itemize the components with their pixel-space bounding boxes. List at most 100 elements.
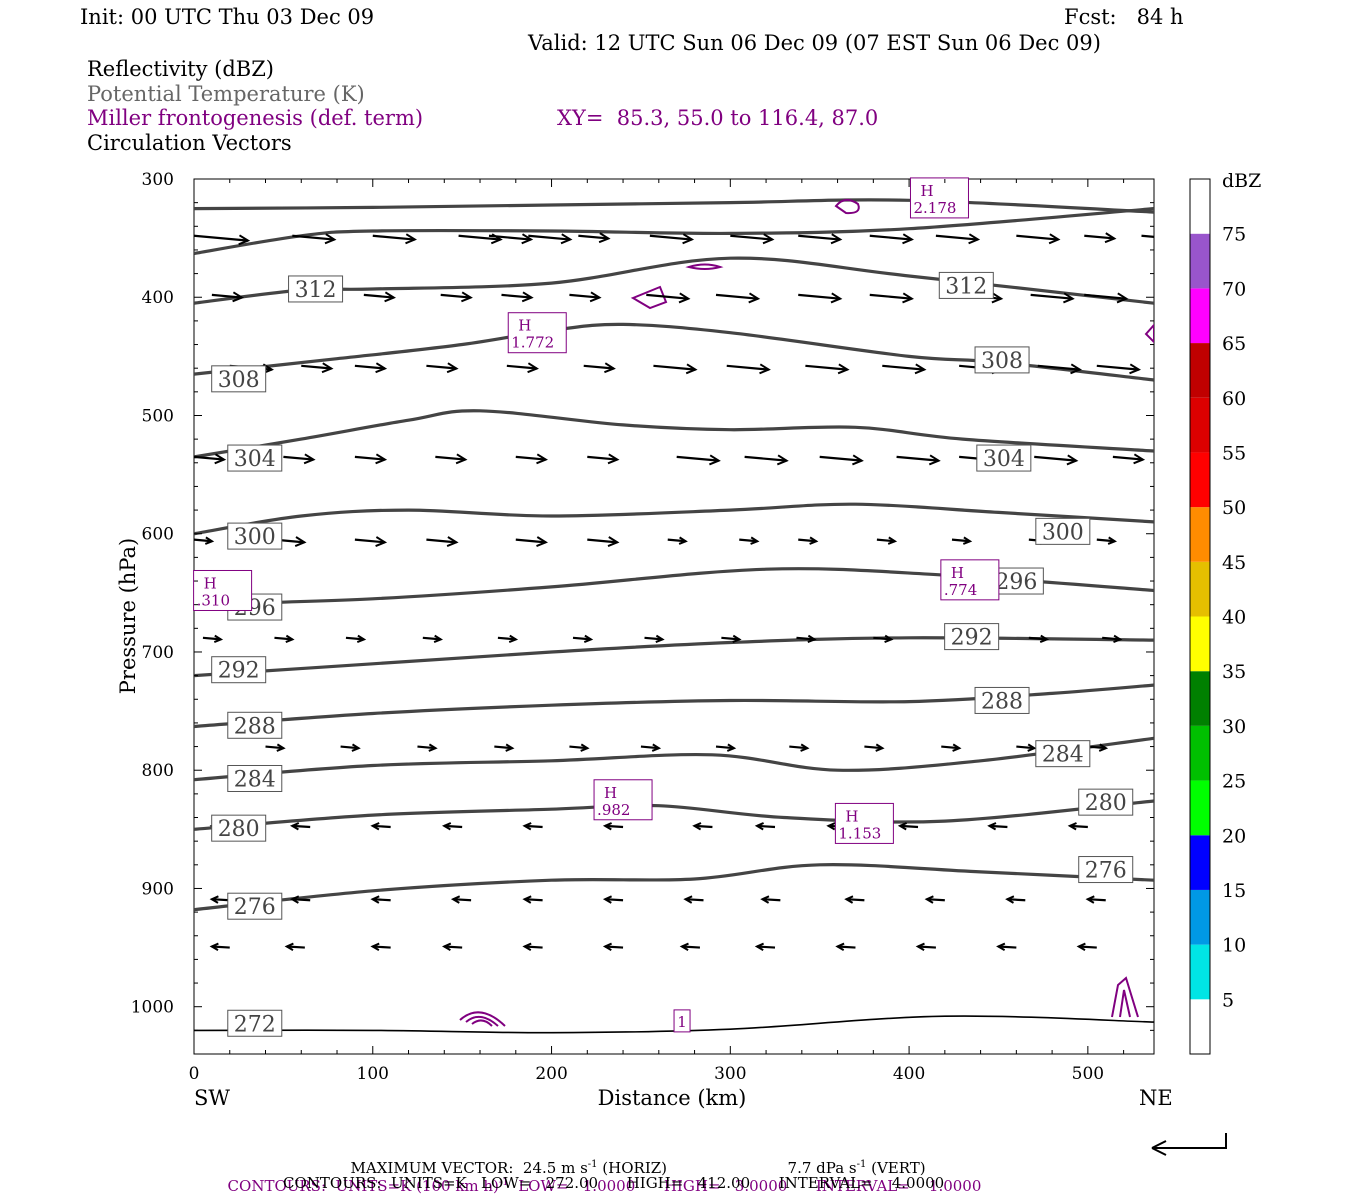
svg-text:.774: .774	[944, 581, 977, 599]
circulation-vector	[354, 453, 388, 465]
circulation-vector	[935, 233, 981, 245]
colorbar-swatch	[1190, 507, 1210, 562]
theta-label: 312	[938, 271, 994, 299]
theta-contour-312	[194, 207, 1154, 256]
circulation-vector	[194, 234, 251, 246]
circulation-vector	[354, 362, 388, 374]
max-vector-exponent: -1	[587, 1159, 598, 1170]
circulation-vector	[640, 743, 662, 752]
circulation-vector	[572, 634, 594, 644]
forecast-hour: Fcst: 84 h	[1064, 5, 1184, 29]
circulation-vector	[290, 895, 311, 904]
svg-text:300: 300	[234, 525, 276, 550]
frontogenesis-contour	[459, 1011, 506, 1027]
circulation-vector	[345, 634, 367, 644]
circulation-vector	[873, 634, 894, 644]
svg-text:296: 296	[995, 570, 1037, 595]
svg-text:292: 292	[951, 626, 993, 651]
circulation-vector	[426, 536, 459, 548]
circulation-vector	[506, 362, 539, 374]
circulation-vector	[897, 822, 919, 831]
svg-text:284: 284	[234, 767, 276, 792]
frontogenesis-contour	[1144, 323, 1154, 344]
circulation-vector	[522, 895, 543, 904]
svg-text:H: H	[518, 317, 531, 335]
circulation-vector	[1087, 743, 1109, 752]
theta-label: 300	[1035, 517, 1091, 545]
footer-max-vector-vert: 7.7 dPa s-1 (VERT)	[778, 1139, 926, 1177]
svg-text:H: H	[845, 807, 858, 825]
svg-text:H: H	[604, 784, 617, 802]
y-tick-label: 400	[142, 288, 174, 308]
circulation-vector	[426, 362, 459, 374]
theta-label: 308	[974, 346, 1030, 374]
circulation-vector	[422, 634, 443, 644]
field-potential-temperature: Potential Temperature (K)	[87, 82, 365, 106]
colorbar-swatch	[1190, 397, 1210, 453]
circulation-vector	[1028, 634, 1050, 644]
circulation-vector	[679, 942, 700, 951]
colorbar-swatch	[1190, 780, 1210, 836]
colorbar-label: 35	[1222, 661, 1246, 683]
y-tick-label: 500	[142, 406, 174, 426]
circulation-vector	[798, 292, 843, 304]
svg-text:280: 280	[1085, 791, 1127, 816]
circulation-vector	[522, 822, 543, 831]
theta-contour-280	[194, 799, 1154, 831]
theta-contour-312	[194, 198, 1154, 214]
circulation-vector	[876, 536, 898, 545]
circulation-vector	[1030, 292, 1075, 304]
circulation-vector	[292, 233, 337, 245]
theta-label: 304	[227, 444, 283, 472]
circulation-vector	[1067, 822, 1088, 831]
colorbar-label: 45	[1222, 552, 1246, 574]
circulation-vector	[1096, 363, 1142, 375]
circulation-vector	[515, 453, 549, 465]
circulation-vector	[760, 895, 781, 904]
colorbar-label: 70	[1222, 278, 1246, 300]
svg-text:308: 308	[981, 349, 1023, 374]
circulation-vector	[869, 233, 914, 245]
circulation-vector	[754, 822, 776, 831]
circulation-vector	[1005, 895, 1026, 904]
colorbar-label: 55	[1222, 442, 1246, 464]
y-tick-label: 300	[142, 170, 174, 190]
circulation-vector	[864, 743, 885, 752]
x-tick-label: 200	[535, 1064, 567, 1084]
colorbar-swatch	[1190, 671, 1210, 726]
frontogenesis-contour	[834, 199, 860, 215]
footer-theta-contours: CONTOURS: UNITS=K LOW= 272.00 HIGH= 412.…	[283, 1174, 945, 1192]
colorbar-swatch	[1190, 233, 1210, 289]
max-vector-vert-text: 7.7 dPa s	[787, 1159, 857, 1177]
circulation-vector	[501, 291, 534, 303]
svg-text:.310: .310	[197, 591, 230, 609]
svg-text:1.153: 1.153	[838, 824, 881, 842]
svg-text:H: H	[204, 574, 217, 592]
colorbar-label: 30	[1222, 716, 1246, 738]
circulation-vector	[789, 743, 810, 752]
frontogenesis-max-label: H1.153	[834, 802, 894, 844]
circulation-vector	[340, 743, 361, 752]
theta-label: 280	[211, 814, 267, 842]
circulation-vector	[372, 233, 417, 245]
theta-label: 308	[211, 365, 267, 393]
y-tick-label: 900	[142, 879, 174, 899]
svg-text:.982: .982	[597, 801, 630, 819]
circulation-vector	[587, 536, 620, 548]
circulation-vector	[667, 536, 688, 545]
x-tick-label: 100	[357, 1064, 389, 1084]
x-tick-label: 400	[893, 1064, 925, 1084]
circulation-vector	[602, 822, 624, 831]
y-tick-label: 1000	[131, 998, 174, 1018]
fronto-contours-units: CONTOURS: UNITS=K (100 km h)	[227, 1177, 499, 1195]
init-time: Init: 00 UTC Thu 03 Dec 09	[80, 5, 375, 29]
theta-contour-288	[194, 683, 1154, 729]
circulation-vector	[692, 822, 713, 831]
circulation-vector	[987, 822, 1008, 831]
colorbar-label: 25	[1222, 771, 1246, 793]
circulation-vector	[683, 895, 704, 904]
circulation-vector	[1034, 454, 1079, 466]
colorbar-swatch	[1190, 889, 1210, 945]
colorbar-swatch	[1190, 999, 1210, 1054]
